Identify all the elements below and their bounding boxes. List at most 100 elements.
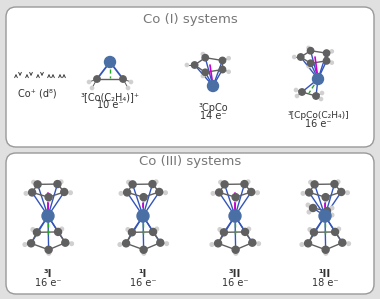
Circle shape (137, 210, 149, 222)
Text: 18 e⁻: 18 e⁻ (312, 278, 338, 288)
Text: ¹I: ¹I (139, 269, 147, 279)
Circle shape (310, 229, 317, 236)
Circle shape (307, 46, 310, 49)
Circle shape (295, 94, 299, 97)
Text: Co (III) systems: Co (III) systems (139, 155, 241, 169)
Circle shape (215, 189, 223, 196)
Circle shape (246, 180, 250, 184)
Text: ³II: ³II (229, 269, 241, 279)
Circle shape (313, 93, 319, 99)
Circle shape (120, 76, 126, 82)
Text: Co⁺ (d⁸): Co⁺ (d⁸) (18, 89, 56, 99)
Circle shape (221, 181, 228, 188)
Circle shape (127, 86, 130, 90)
Text: ³[CpCo(C₂H₄)]: ³[CpCo(C₂H₄)] (287, 111, 349, 120)
Circle shape (220, 229, 227, 236)
Circle shape (219, 57, 226, 64)
Circle shape (154, 180, 158, 184)
Circle shape (28, 189, 36, 196)
Circle shape (307, 65, 310, 68)
Circle shape (306, 189, 313, 196)
Circle shape (232, 194, 239, 201)
Circle shape (87, 80, 90, 84)
Circle shape (156, 188, 163, 196)
Circle shape (337, 227, 340, 231)
Text: 14 e⁻: 14 e⁻ (200, 111, 226, 121)
Circle shape (54, 181, 61, 187)
Circle shape (248, 188, 255, 196)
Circle shape (309, 205, 317, 211)
Circle shape (241, 181, 248, 187)
Circle shape (55, 228, 62, 235)
Circle shape (202, 54, 209, 61)
Circle shape (150, 228, 157, 235)
Circle shape (332, 228, 339, 235)
Circle shape (336, 180, 340, 184)
Circle shape (218, 228, 222, 231)
Text: 16 e⁻: 16 e⁻ (305, 119, 331, 129)
Circle shape (23, 243, 27, 246)
Circle shape (45, 246, 52, 253)
Circle shape (47, 251, 51, 255)
Circle shape (140, 194, 147, 201)
Circle shape (219, 180, 222, 184)
Circle shape (339, 239, 346, 246)
Circle shape (257, 242, 260, 245)
Circle shape (227, 70, 230, 73)
Circle shape (202, 69, 209, 76)
Circle shape (299, 89, 305, 95)
Circle shape (330, 61, 333, 64)
Circle shape (307, 60, 314, 66)
Circle shape (123, 240, 130, 247)
Circle shape (227, 57, 230, 60)
Circle shape (347, 242, 350, 245)
Text: 16 e⁻: 16 e⁻ (222, 278, 248, 288)
Circle shape (128, 229, 135, 236)
Circle shape (185, 63, 188, 67)
Circle shape (322, 194, 329, 201)
Circle shape (119, 192, 123, 195)
FancyBboxPatch shape (6, 153, 374, 294)
Circle shape (210, 243, 214, 246)
Circle shape (130, 80, 133, 84)
Circle shape (293, 55, 296, 59)
Circle shape (126, 228, 130, 231)
Circle shape (294, 89, 298, 91)
Circle shape (142, 198, 146, 202)
Circle shape (165, 242, 168, 245)
Circle shape (60, 227, 63, 231)
Circle shape (42, 210, 54, 222)
Circle shape (192, 62, 198, 68)
Circle shape (307, 210, 311, 214)
Circle shape (24, 192, 28, 195)
Circle shape (69, 191, 72, 195)
Circle shape (33, 229, 40, 236)
Circle shape (256, 191, 259, 195)
Circle shape (124, 189, 131, 196)
Text: ¹II: ¹II (319, 269, 331, 279)
Circle shape (47, 198, 51, 202)
Circle shape (34, 181, 41, 188)
Circle shape (311, 181, 318, 188)
Circle shape (28, 240, 35, 247)
Circle shape (234, 198, 238, 202)
Circle shape (242, 228, 249, 235)
Circle shape (105, 57, 116, 68)
Circle shape (323, 58, 330, 64)
Circle shape (331, 181, 338, 187)
Text: ³[Co(C₂H₄)]⁺: ³[Co(C₂H₄)]⁺ (81, 92, 139, 102)
Circle shape (142, 251, 146, 255)
Circle shape (118, 243, 122, 246)
Circle shape (300, 243, 304, 246)
Circle shape (219, 66, 226, 73)
Circle shape (320, 91, 324, 94)
Circle shape (229, 210, 241, 222)
Circle shape (319, 210, 331, 222)
Circle shape (127, 180, 130, 184)
Text: 16 e⁻: 16 e⁻ (130, 278, 156, 288)
Circle shape (298, 54, 304, 60)
Circle shape (324, 251, 328, 255)
Circle shape (157, 239, 164, 246)
Text: ³I: ³I (44, 269, 52, 279)
Circle shape (330, 206, 334, 210)
